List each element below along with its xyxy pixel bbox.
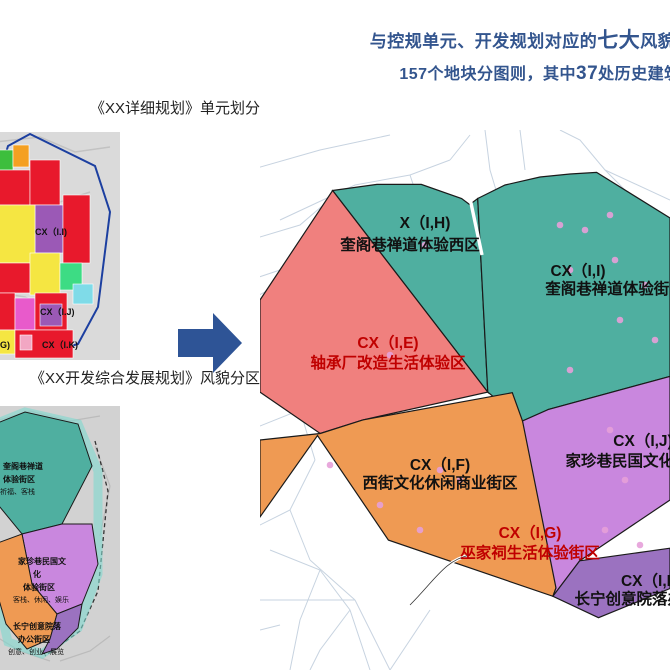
svg-text:CX（I,G): CX（I,G) [499,524,562,542]
svg-text:轴承厂改造生活体验区: 轴承厂改造生活体验区 [310,353,466,372]
svg-text:CX（I,F): CX（I,F) [410,456,470,474]
svg-text:奎阁巷禅道体验西区: 奎阁巷禅道体验西区 [339,235,480,254]
svg-text:家珍巷民国文: 家珍巷民国文 [18,556,67,566]
svg-text:家珍巷民国文化体验区: 家珍巷民国文化体验区 [565,451,670,470]
svg-text:化: 化 [33,569,41,579]
svg-text:祈福、客栈: 祈福、客栈 [0,487,35,496]
svg-text:体验街区: 体验街区 [3,474,35,484]
svg-text:奎阁巷禅道: 奎阁巷禅道 [2,461,43,471]
svg-text:CX（I.K): CX（I.K) [42,340,78,350]
svg-text:CX（I,K): CX（I,K) [621,572,670,590]
svg-text:体验街区: 体验街区 [23,582,55,592]
svg-text:办公街区: 办公街区 [18,634,50,644]
svg-text:X（I,H): X（I,H) [400,214,451,232]
svg-text:巫家祠生活体验街区: 巫家祠生活体验街区 [460,543,600,562]
svg-text:客栈、休闲、娱乐: 客栈、休闲、娱乐 [13,595,69,604]
svg-text:CX（I.I): CX（I.I) [35,227,67,237]
svg-text:(I.G): (I.G) [0,340,10,350]
svg-text:CX（I,J): CX（I,J) [613,432,670,450]
svg-text:CX（I,E): CX（I,E) [357,334,418,352]
svg-text:长宁创意院落: 长宁创意院落 [13,621,62,631]
svg-text:西街文化休闲商业街区: 西街文化休闲商业街区 [362,473,518,492]
svg-text:创意、创业、展览: 创意、创业、展览 [8,647,64,656]
svg-text:CX（I.J): CX（I.J) [40,307,75,317]
svg-text:CX（I,I): CX（I,I) [550,262,605,280]
